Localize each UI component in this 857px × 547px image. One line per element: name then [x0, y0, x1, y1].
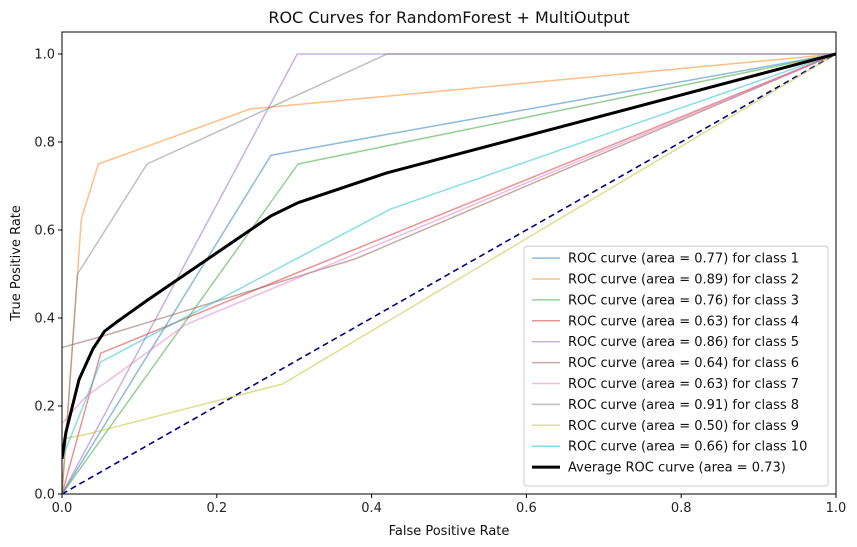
- roc-line-class-10: [62, 53, 836, 460]
- x-tick-label: 0.8: [671, 501, 692, 516]
- legend-entry: ROC curve (area = 0.64) for class 6: [568, 356, 799, 371]
- x-tick-label: 0.0: [52, 501, 73, 516]
- x-tick-label: 0.6: [516, 501, 537, 516]
- y-axis-label: True Positive Rate: [9, 205, 24, 322]
- y-tick-label: 0.8: [34, 136, 55, 151]
- y-tick-label: 0.2: [34, 400, 55, 415]
- x-tick-label: 0.2: [206, 501, 227, 516]
- plot-lines: [62, 52, 836, 494]
- roc-line-class-8: [62, 53, 836, 494]
- y-tick-label: 0.0: [34, 488, 55, 503]
- legend-entry: ROC curve (area = 0.63) for class 7: [568, 377, 799, 392]
- chance-reference-line: [62, 53, 836, 494]
- x-tick-label: 1.0: [826, 501, 847, 516]
- plot-frame: [61, 31, 837, 495]
- legend-entry: ROC curve (area = 0.66) for class 10: [568, 440, 807, 455]
- y-axis-ticks: 0.0 0.2 0.4 0.6 0.8 1.0: [34, 48, 62, 503]
- roc-line-class-9: [62, 53, 836, 440]
- roc-line-class-6: [62, 53, 836, 349]
- roc-line-class-3: [62, 53, 836, 494]
- legend-entry: Average ROC curve (area = 0.73): [568, 461, 786, 476]
- roc-line-class-4: [62, 53, 836, 494]
- x-axis-ticks: 0.0 0.2 0.4 0.6 0.8 1.0: [52, 494, 847, 516]
- legend-entry: ROC curve (area = 0.77) for class 1: [568, 252, 799, 267]
- roc-line-class-1: [62, 53, 836, 494]
- legend-entry: ROC curve (area = 0.50) for class 9: [568, 419, 799, 434]
- legend-entry: ROC curve (area = 0.89) for class 2: [568, 273, 799, 288]
- legend-entry: ROC curve (area = 0.76) for class 3: [568, 293, 799, 308]
- legend-entry: ROC curve (area = 0.63) for class 4: [568, 314, 799, 329]
- average-roc-line: [62, 52, 836, 460]
- x-axis-label: False Positive Rate: [389, 524, 510, 539]
- y-tick-label: 0.4: [34, 312, 55, 327]
- y-tick-label: 0.6: [34, 224, 55, 239]
- x-tick-label: 0.4: [361, 501, 382, 516]
- legend-entry: ROC curve (area = 0.86) for class 5: [568, 335, 799, 350]
- legend: ROC curve (area = 0.77) for class 1 ROC c…: [523, 245, 829, 487]
- chart-title: ROC Curves for RandomForest + MultiOutpu…: [268, 8, 629, 27]
- legend-box: [523, 245, 829, 487]
- y-tick-label: 1.0: [34, 48, 55, 63]
- legend-entry: ROC curve (area = 0.91) for class 8: [568, 398, 799, 413]
- roc-line-class-7: [62, 53, 836, 425]
